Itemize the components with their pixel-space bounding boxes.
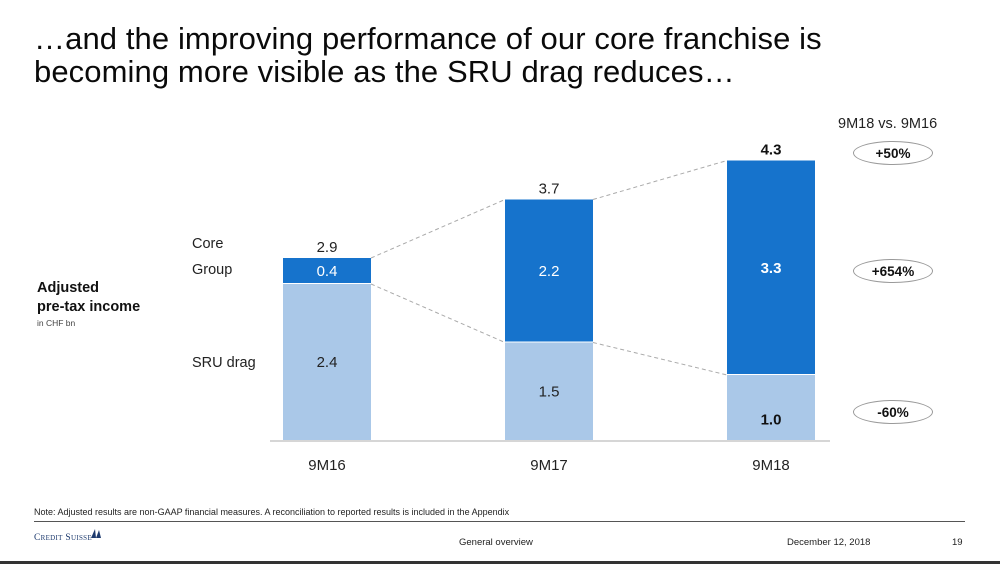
y-label-line-2: pre-tax income [37, 299, 141, 315]
group-change-badge: +654% [853, 259, 933, 283]
sru-change-badge: -60% [853, 400, 933, 424]
label-sru-9M16: 2.4 [317, 354, 338, 371]
x-tick-9M16: 9M16 [308, 457, 346, 474]
comparison-header: 9M18 vs. 9M16 [838, 116, 938, 132]
footer-date: December 12, 2018 [787, 537, 871, 548]
bar-sru-drag-9M16 [283, 284, 371, 440]
label-group-9M16: 0.4 [317, 263, 338, 280]
footnote: Note: Adjusted results are non-GAAP fina… [34, 507, 510, 517]
x-tick-9M18: 9M18 [752, 457, 790, 474]
bar-group-9M17 [505, 199, 593, 342]
bar-sru-drag-9M18 [727, 375, 815, 440]
label-total-9M16: 2.9 [317, 239, 338, 256]
label-total-9M17: 3.7 [539, 181, 560, 198]
footer-section: General overview [459, 537, 533, 548]
bar-group-9M18 [727, 160, 815, 374]
legend-sru-drag: SRU drag [192, 355, 256, 371]
x-tick-9M17: 9M17 [530, 457, 568, 474]
page-number: 19 [952, 537, 963, 548]
bar-sru-drag-9M17 [505, 342, 593, 440]
label-sru-9M17: 1.5 [539, 383, 560, 400]
y-label-unit: in CHF bn [37, 318, 76, 328]
label-total-9M18: 4.3 [761, 142, 782, 159]
connector-sru-0 [370, 283, 506, 343]
slide-title: …and the improving performance of our co… [34, 22, 822, 88]
slide-title-line-1: …and the improving performance of our co… [34, 21, 822, 56]
logo-text: Credit Suisse [34, 533, 92, 543]
bottom-border [0, 561, 1000, 564]
y-label-line-1: Adjusted [37, 280, 100, 296]
legend-group: Group [192, 262, 233, 278]
credit-suisse-logo: Credit Suisse [34, 529, 101, 543]
label-sru-9M18: 1.0 [761, 412, 782, 429]
y-axis-label: Adjusted pre-tax income in CHF bn [37, 279, 140, 328]
connector-sru-1 [592, 342, 728, 376]
legend-core: Core [192, 236, 224, 252]
footer-divider [34, 521, 965, 522]
connector-total-0 [370, 199, 506, 259]
slide-title-line-2: becoming more visible as the SRU drag re… [34, 54, 735, 89]
connector-total-1 [592, 160, 728, 200]
stacked-bar-chart: 2.4 0.4 2.9 9M16 1.5 2.2 3.7 9M17 1.0 3.3 4.3 9M18 [270, 142, 830, 474]
label-group-9M18: 3.3 [761, 260, 782, 277]
label-group-9M17: 2.2 [539, 263, 560, 280]
core-change-badge: +50% [853, 141, 933, 165]
bar-group-9M16 [283, 258, 371, 283]
sails-icon [91, 529, 101, 538]
